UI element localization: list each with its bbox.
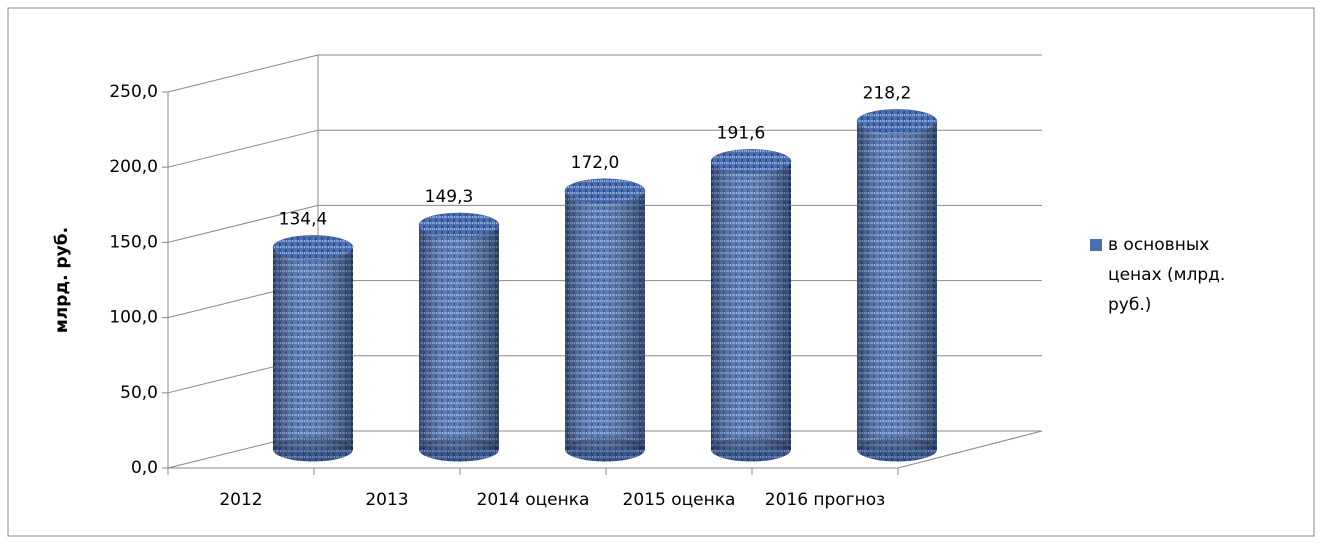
floor-edge [897,430,1043,469]
cylinder-shade [565,190,645,450]
cylinder-shade [711,161,791,450]
x-tick-label: 2013 [365,490,408,510]
grid-line [167,54,319,93]
y-axis-title: млрд. руб. [52,227,72,333]
cylinder-shade [711,437,791,462]
y-tick-label: 150,0 [109,232,158,252]
x-tick-label: 2012 [219,490,262,510]
y-tick-label: 50,0 [120,383,158,403]
y-tick-label: 100,0 [109,308,158,328]
data-label: 172,0 [571,153,620,173]
x-tick-label: 2014 оценка [477,490,590,510]
cylinder-shade [273,247,353,450]
cylinder-top [710,149,792,174]
data-label: 134,4 [279,209,328,229]
data-label: 218,2 [863,83,912,103]
data-label: 149,3 [425,187,474,207]
cylinder-top [856,109,938,134]
legend-label: в основных ценах (млрд. руб.) [1108,235,1226,315]
grid-line [167,129,319,168]
cylinder-top [564,178,646,204]
cylinder-top [418,212,500,238]
data-label: 191,6 [717,123,766,143]
x-tick-label: 2015 оценка [623,490,736,510]
cylinder-shade [857,121,937,450]
grid-line [167,204,319,243]
x-tick-label: 2016 прогноз [765,490,885,510]
cylinder-shade [419,224,499,450]
chart-border [7,7,1315,537]
legend-swatch [1090,239,1102,251]
cylinder-shade [857,437,937,462]
cylinder-top [272,235,354,260]
cylinder-shade [273,437,353,462]
y-tick-label: 200,0 [109,157,158,177]
cylinder-shade [419,437,499,462]
legend: в основных ценах (млрд. руб.) [1090,235,1226,315]
y-tick-label: 0,0 [131,458,158,478]
cylinder-shade [565,437,645,462]
y-tick-label: 250,0 [109,82,158,102]
